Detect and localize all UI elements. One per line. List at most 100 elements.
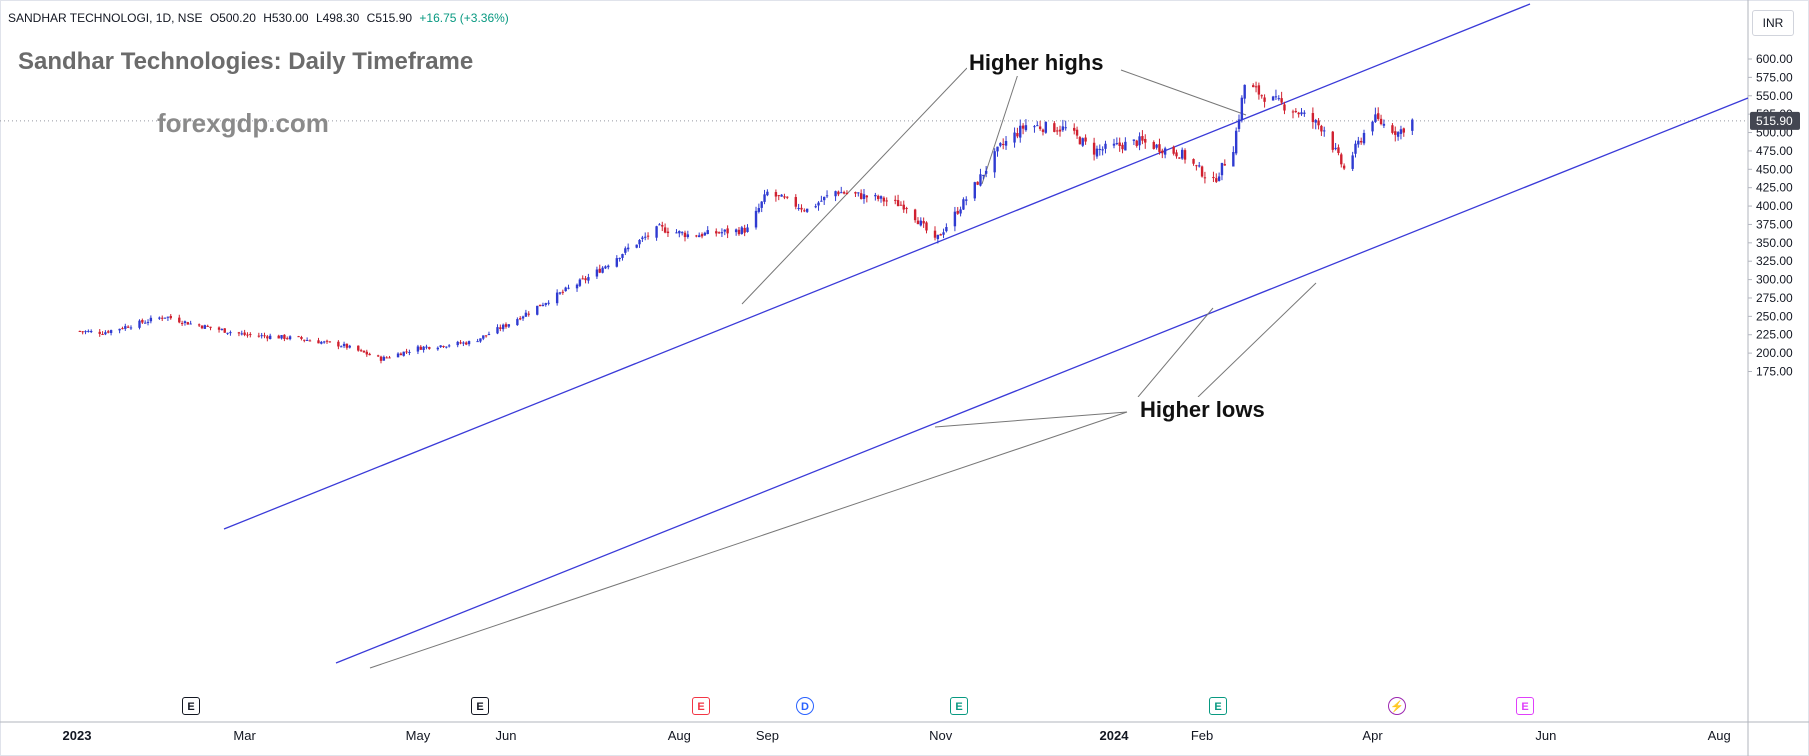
candle-body <box>1024 125 1028 131</box>
candle-body <box>584 278 587 281</box>
candle-body <box>1033 126 1036 128</box>
annotation-line <box>741 67 968 305</box>
candle-body <box>766 191 769 196</box>
candle-body <box>223 328 226 333</box>
y-tick-label: 300.00 <box>1756 273 1793 287</box>
candle-body <box>1379 118 1383 125</box>
candle-body <box>1055 130 1059 132</box>
candle-body <box>842 192 846 194</box>
candle-body <box>638 239 641 245</box>
candle-body <box>166 316 170 318</box>
candle-body <box>1092 142 1096 155</box>
candle-body <box>1141 136 1144 141</box>
x-tick-label: Mar <box>233 728 256 743</box>
candle-body <box>1362 132 1366 144</box>
candle-body <box>993 151 996 173</box>
candle-body <box>226 332 229 334</box>
x-tick-label: 2023 <box>63 728 92 743</box>
event-marker[interactable]: E <box>692 697 710 715</box>
candle-body <box>357 345 360 351</box>
candle-body <box>178 317 181 323</box>
candle-body <box>143 322 147 324</box>
candle-body <box>487 333 491 335</box>
candle-body <box>678 231 681 234</box>
candle-body <box>1340 154 1343 165</box>
candle-body <box>379 356 383 361</box>
candle-body <box>621 254 624 258</box>
candle-body <box>277 335 280 339</box>
candle-body <box>825 195 829 197</box>
candle-body <box>527 313 530 315</box>
candle-body <box>186 322 190 325</box>
event-marker[interactable]: E <box>1516 697 1534 715</box>
candle-body <box>624 248 627 253</box>
candle-body <box>462 342 465 344</box>
candle-body <box>1081 138 1084 146</box>
candle-body <box>246 334 249 336</box>
candle-body <box>521 316 525 319</box>
y-tick-label: 550.00 <box>1756 89 1793 103</box>
currency-button[interactable]: INR <box>1752 10 1794 36</box>
candle-body <box>706 230 709 234</box>
candle-body <box>854 192 857 194</box>
candle-body <box>422 346 425 350</box>
candle-body <box>783 196 786 198</box>
candle-body <box>1053 123 1056 132</box>
candle-body <box>922 221 925 224</box>
candle-body <box>859 193 863 199</box>
candle-body <box>305 339 309 341</box>
candle-body <box>1232 151 1235 167</box>
candle-body <box>340 346 343 348</box>
y-tick-label: 275.00 <box>1756 291 1793 305</box>
candle-body <box>408 351 411 353</box>
candle-body <box>902 204 905 210</box>
candle-body <box>1357 140 1360 145</box>
candle-body <box>101 334 104 336</box>
candle-body <box>814 206 817 208</box>
candle-body <box>734 229 738 233</box>
event-marker[interactable]: D <box>796 697 814 715</box>
candle-body <box>1098 148 1101 150</box>
candle-body <box>1016 133 1019 137</box>
event-marker[interactable]: E <box>471 697 489 715</box>
event-marker[interactable]: E <box>1209 697 1227 715</box>
candle-body <box>286 338 289 340</box>
candle-body <box>663 227 667 233</box>
candle-body <box>288 336 292 340</box>
symbol-info: SANDHAR TECHNOLOGI, 1D, NSE <box>8 11 203 25</box>
candle-body <box>1058 129 1062 132</box>
y-tick-label: 600.00 <box>1756 52 1793 66</box>
candle-body <box>774 192 778 197</box>
event-marker[interactable]: E <box>950 697 968 715</box>
event-marker[interactable]: ⚡ <box>1388 697 1406 715</box>
candle-body <box>683 232 687 238</box>
candle-body <box>325 340 329 342</box>
candle-body <box>98 331 101 334</box>
candle-body <box>916 220 920 225</box>
candle-body <box>317 340 320 344</box>
candle-body <box>1021 125 1025 129</box>
x-tick-label: Sep <box>756 728 779 743</box>
candle-body <box>953 211 957 227</box>
candle-body <box>1038 126 1042 129</box>
candle-body <box>1175 152 1178 157</box>
x-tick-label: 2024 <box>1100 728 1130 743</box>
candle-body <box>726 228 729 234</box>
candle-body <box>200 325 204 329</box>
candle-body <box>1243 84 1246 99</box>
candle-body <box>81 331 84 333</box>
candle-body <box>388 357 391 359</box>
y-tick-label: 350.00 <box>1756 236 1793 250</box>
candle-body <box>118 328 121 331</box>
candle-body <box>845 193 849 195</box>
candle-body <box>385 357 388 359</box>
candle-body <box>837 191 840 195</box>
candle-body <box>700 234 704 237</box>
candle-body <box>169 315 172 319</box>
event-marker[interactable]: E <box>182 697 200 715</box>
candle-body <box>666 231 670 234</box>
candle-body <box>1351 155 1354 169</box>
x-tick-label: Apr <box>1362 728 1383 743</box>
x-tick-label: Jun <box>1535 728 1556 743</box>
